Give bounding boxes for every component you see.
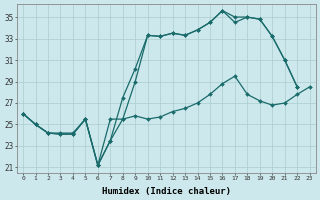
X-axis label: Humidex (Indice chaleur): Humidex (Indice chaleur) <box>102 187 231 196</box>
